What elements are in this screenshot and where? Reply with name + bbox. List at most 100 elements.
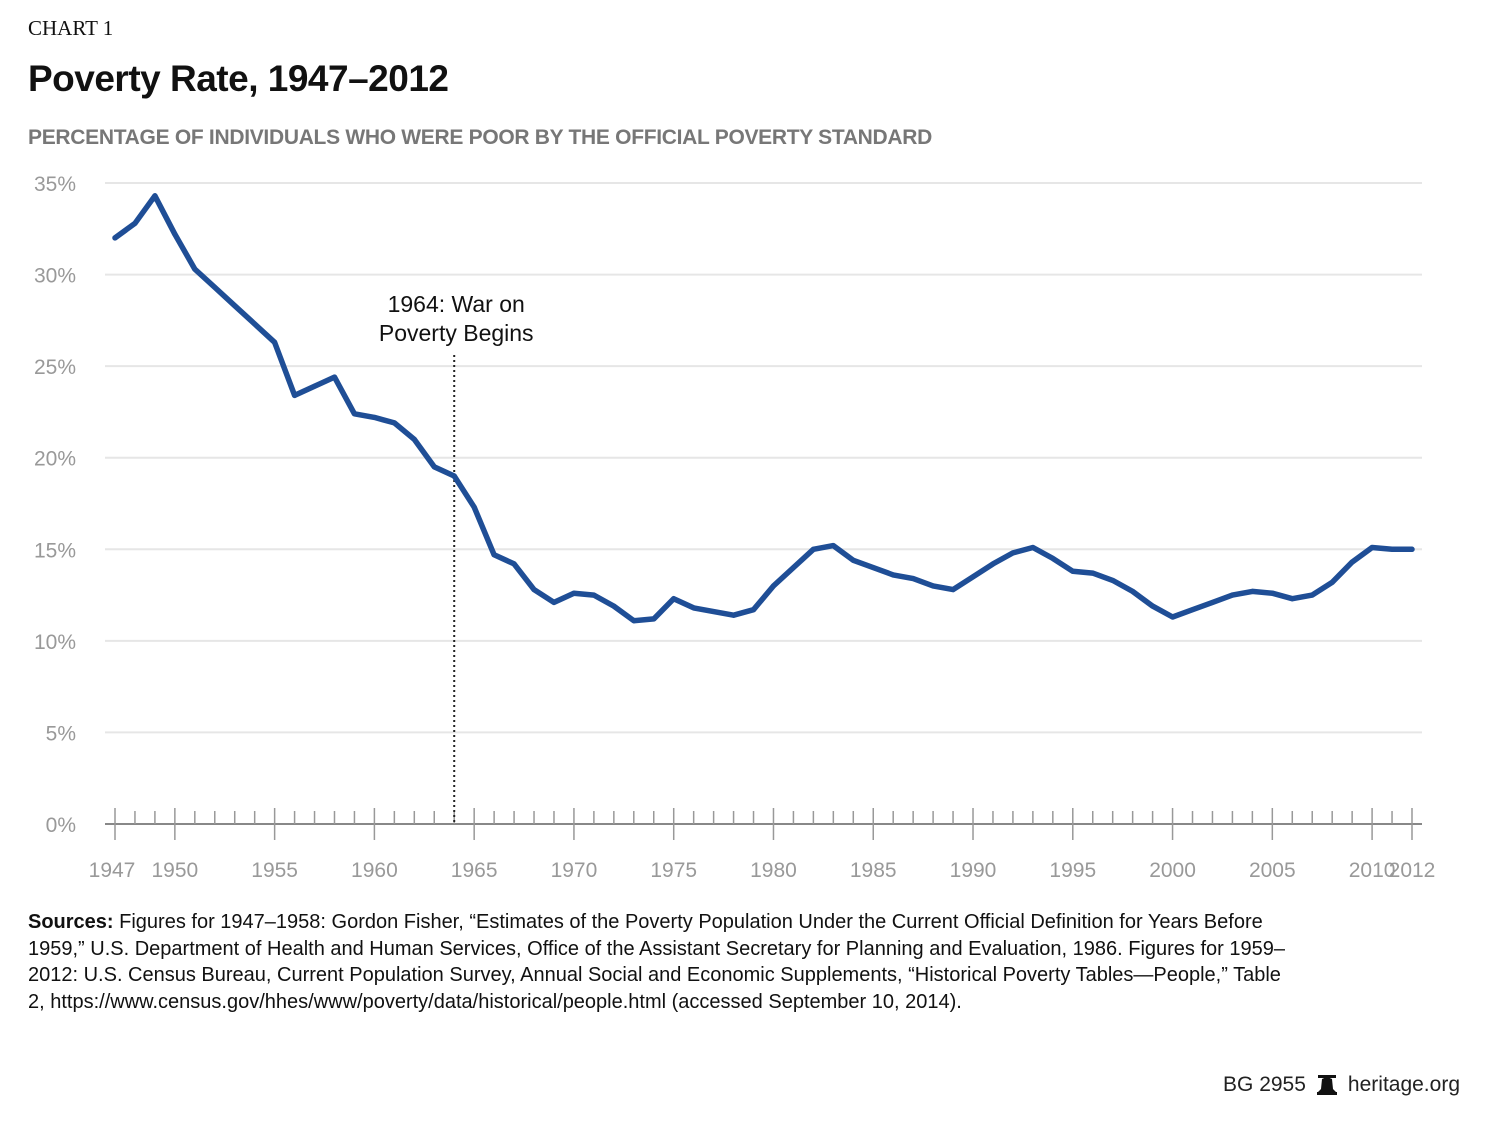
data-point [1010, 550, 1016, 556]
data-point [1289, 596, 1295, 602]
data-point [451, 473, 457, 479]
sources-note: Sources: Figures for 1947–1958: Gordon F… [28, 909, 1288, 1015]
data-point [990, 561, 996, 567]
sources-text: Figures for 1947–1958: Gordon Fisher, “E… [28, 911, 1285, 1013]
data-point [751, 607, 757, 613]
data-point [431, 464, 437, 470]
data-point [491, 552, 497, 558]
data-point [870, 565, 876, 571]
y-tick-label: 35% [34, 173, 76, 196]
data-point [810, 546, 816, 552]
x-tick-label: 1970 [551, 859, 598, 882]
x-tick-label: 1965 [451, 859, 498, 882]
y-tick-label: 0% [46, 814, 76, 837]
annotation-text: Poverty Begins [379, 320, 534, 346]
data-point [391, 420, 397, 426]
data-point [331, 374, 337, 380]
x-tick-label: 1995 [1049, 859, 1096, 882]
data-point [671, 596, 677, 602]
data-point [591, 592, 597, 598]
data-point [691, 605, 697, 611]
report-code: BG 2955 [1223, 1073, 1306, 1096]
data-point [1070, 568, 1076, 574]
x-tick-label: 1975 [650, 859, 697, 882]
data-point [1389, 546, 1395, 552]
x-tick-label: 2005 [1249, 859, 1296, 882]
data-point [1050, 555, 1056, 561]
y-tick-label: 20% [34, 448, 76, 471]
data-point [312, 383, 318, 389]
chart-title: Poverty Rate, 1947–2012 [28, 58, 449, 99]
data-point [950, 587, 956, 593]
data-point [1030, 544, 1036, 550]
data-point [1190, 607, 1196, 613]
data-point [112, 235, 118, 241]
x-tick-label: 1947 [89, 859, 136, 882]
x-tick-label: 1985 [850, 859, 897, 882]
data-point [571, 590, 577, 596]
data-point [631, 618, 637, 624]
data-point [1409, 546, 1415, 552]
data-point [1309, 592, 1315, 598]
data-point [1170, 614, 1176, 620]
data-point [910, 576, 916, 582]
data-point [172, 231, 178, 237]
chart-label: CHART 1 [28, 16, 114, 40]
data-point [411, 436, 417, 442]
data-point [212, 284, 218, 290]
y-tick-label: 5% [46, 722, 76, 745]
data-point [1369, 544, 1375, 550]
footer: BG 2955 heritage.org [1223, 1073, 1460, 1097]
data-point [770, 583, 776, 589]
x-tick-label: 1960 [351, 859, 398, 882]
liberty-bell-icon [1316, 1075, 1337, 1095]
x-tick-label: 2012 [1389, 859, 1436, 882]
poverty-rate-line [112, 193, 1415, 624]
data-point [1150, 603, 1156, 609]
data-point [890, 572, 896, 578]
data-point [1110, 577, 1116, 583]
data-point [531, 587, 537, 593]
data-point [830, 543, 836, 549]
data-point [252, 321, 258, 327]
x-tick-label: 1955 [251, 859, 298, 882]
data-point [292, 392, 298, 398]
y-tick-label: 10% [34, 631, 76, 654]
data-point [970, 574, 976, 580]
data-point [132, 220, 138, 226]
data-point [1249, 588, 1255, 594]
data-point [192, 266, 198, 272]
y-tick-label: 15% [34, 539, 76, 562]
data-point [1209, 599, 1215, 605]
data-point [1349, 559, 1355, 565]
line-chart: 0% 5% 10% 15% 20% 25% 30% 35% 1947 1950 1955 1960 19… [34, 173, 1436, 882]
data-point [551, 599, 557, 605]
data-point [1130, 588, 1136, 594]
data-point [152, 193, 158, 199]
data-point [930, 583, 936, 589]
x-tick-label: 1990 [950, 859, 997, 882]
annotation-text: 1964: War on [388, 291, 525, 317]
data-point [611, 603, 617, 609]
y-tick-label: 30% [34, 265, 76, 288]
y-tick-label: 25% [34, 356, 76, 379]
x-tick-label: 2000 [1149, 859, 1196, 882]
x-tick-label: 1980 [750, 859, 797, 882]
data-point [272, 339, 278, 345]
data-point [232, 303, 238, 309]
data-point [790, 565, 796, 571]
data-point [351, 411, 357, 417]
data-point [471, 504, 477, 510]
site-link[interactable]: heritage.org [1347, 1073, 1460, 1096]
data-point [371, 414, 377, 420]
data-point [1090, 570, 1096, 576]
data-point [850, 557, 856, 563]
x-tick-label: 1950 [152, 859, 199, 882]
x-tick-label: 2010 [1349, 859, 1396, 882]
data-point [511, 561, 517, 567]
data-point [1329, 579, 1335, 585]
sources-label: Sources: [28, 911, 114, 933]
chart-subtitle: PERCENTAGE OF INDIVIDUALS WHO WERE POOR … [28, 126, 933, 149]
data-point [1269, 590, 1275, 596]
data-point [1229, 592, 1235, 598]
